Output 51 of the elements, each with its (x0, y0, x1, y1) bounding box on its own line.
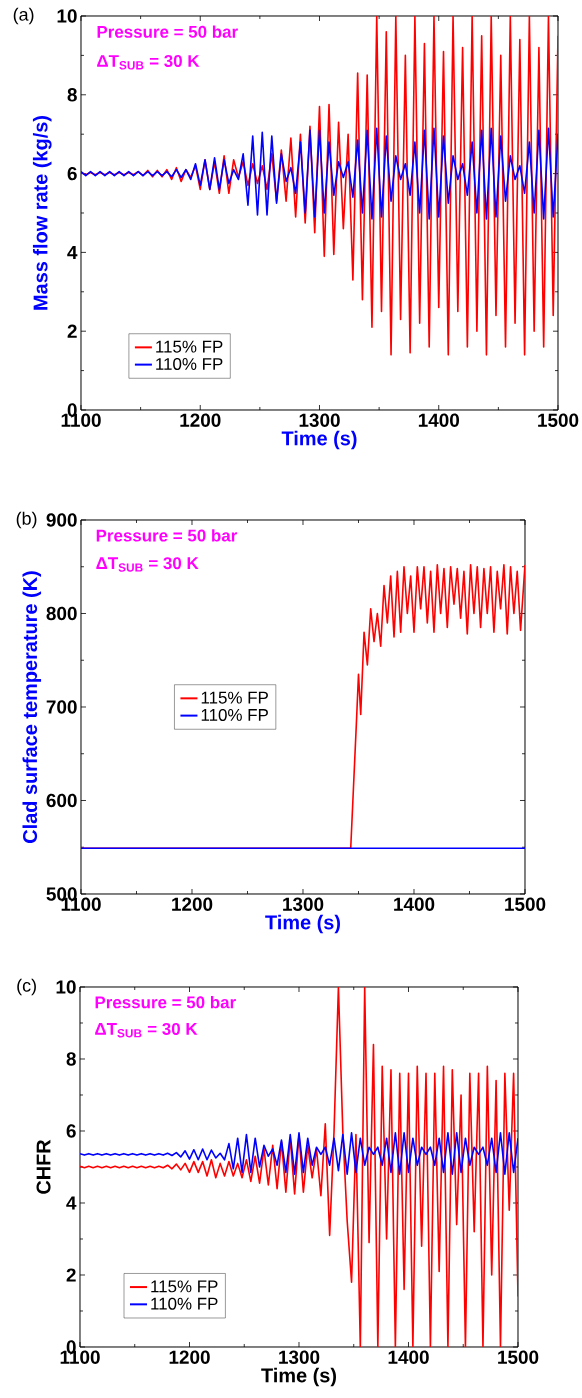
legend-label: 115% FP (156, 340, 223, 353)
annotation: Pressure = 50 bar (95, 995, 236, 1009)
text: (a) (13, 7, 34, 25)
x-tick-label: 1500 (537, 413, 579, 427)
y-tick-label: 8 (67, 88, 77, 102)
annotation: ΔT$_{SUB}$ = 30 K (94, 1022, 198, 1038)
text: (c) (17, 978, 36, 996)
line-series (80, 16, 558, 356)
annotation: ΔT$_{SUB}$ = 30 K (96, 557, 199, 572)
y-tick-label: 10 (56, 980, 76, 994)
line-series (80, 127, 558, 220)
x-tick-label: 1300 (278, 1350, 320, 1364)
y-tick-label: 800 (46, 606, 77, 621)
y-axis-title: Clad surface temperature (K) (22, 571, 41, 843)
x-tick-label: 1500 (504, 897, 546, 911)
y-tick-label: 6 (67, 166, 77, 181)
x-tick-label: 1300 (299, 413, 340, 427)
y-tick-label: 8 (66, 1052, 76, 1066)
y-axis-title: Mass flow rate (kg/s) (32, 116, 52, 310)
x-axis-title: Time (s) (261, 1367, 336, 1387)
x-tick-label: 1200 (171, 897, 213, 911)
x-tick-label: 1300 (282, 897, 324, 911)
x-axis-title: Time (s) (265, 914, 340, 934)
annotation: ΔT$_{SUB}$ = 30 K (96, 54, 200, 70)
x-tick-label: 1200 (180, 413, 221, 427)
y-tick-label: 900 (46, 513, 77, 527)
y-tick-label: 10 (57, 9, 77, 23)
y-tick-label: 4 (66, 1196, 77, 1210)
y-tick-label: 700 (46, 700, 77, 714)
x-tick-label: 1400 (418, 413, 459, 427)
legend-label: 110% FP (151, 1297, 218, 1310)
x-tick-label: 1200 (169, 1350, 210, 1364)
legend-label: 110% FP (201, 708, 268, 721)
annotation: Pressure = 50 bar (97, 25, 238, 38)
line-series (79, 1131, 518, 1175)
x-axis-title: Time (s) (281, 430, 357, 450)
y-tick-label: 4 (67, 245, 78, 259)
y-tick-label: 2 (66, 1268, 76, 1282)
y-axis-title: CHFR (36, 1139, 51, 1194)
text: (b) (16, 511, 37, 529)
annotation: Pressure = 50 bar (96, 529, 237, 542)
y-tick-label: 600 (46, 793, 77, 808)
x-tick-label: 1400 (393, 897, 435, 911)
legend-label: 115% FP (151, 1280, 218, 1293)
y-tick-label: 2 (67, 324, 77, 338)
y-tick-label: 6 (66, 1124, 76, 1138)
legend-label: 115% FP (201, 691, 268, 704)
x-tick-label: 1500 (497, 1350, 539, 1364)
line-series (79, 986, 518, 1347)
legend-label: 110% FP (156, 357, 223, 370)
x-tick-label: 1400 (388, 1350, 429, 1364)
